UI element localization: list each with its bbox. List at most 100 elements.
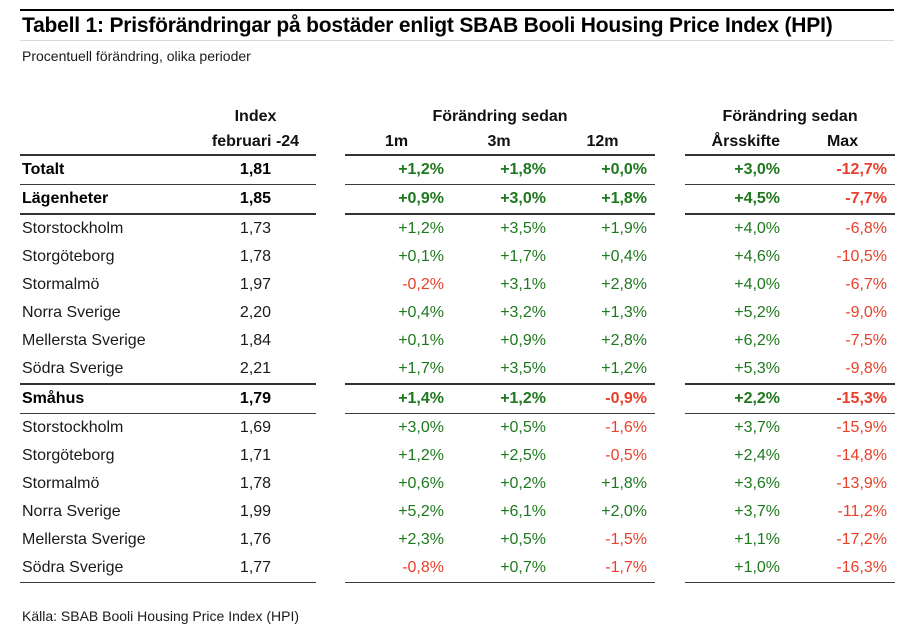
row-label: Mellersta Sverige: [22, 332, 146, 349]
column-gap: [655, 185, 685, 215]
change-12m-value: -1,6%: [605, 419, 648, 436]
change-3m-value: +3,5%: [500, 220, 546, 237]
change-12m-value: +0,0%: [550, 155, 656, 185]
column-gap: [655, 526, 685, 554]
column-gap: [655, 126, 685, 155]
header-1m: 1m: [345, 126, 448, 156]
change-max-value: -7,7%: [790, 184, 896, 215]
column-gap: [655, 299, 685, 327]
change-3m-value: +0,5%: [500, 419, 546, 436]
column-gap: [655, 470, 685, 498]
column-gap: [655, 100, 685, 126]
index-value: 1,69: [239, 419, 272, 436]
column-gap: [316, 470, 345, 498]
change-ytd-value: +6,2%: [734, 332, 781, 349]
column-gap: [655, 327, 685, 355]
row-label: Storgöteborg: [22, 248, 115, 265]
index-value: 1,97: [239, 276, 272, 293]
page-title: Tabell 1: Prisförändringar på bostäder e…: [22, 14, 833, 37]
header-12m: 12m: [550, 126, 656, 156]
index-value: 1,76: [239, 531, 272, 548]
column-gap: [316, 414, 345, 443]
index-value: 1,73: [239, 220, 272, 237]
change-3m-value: +0,5%: [500, 531, 546, 548]
change-ytd-value: +5,2%: [734, 304, 781, 321]
row-label: Södra Sverige: [20, 355, 195, 385]
row-label: Stormalmö: [22, 276, 100, 293]
change-12m-value: +1,8%: [550, 184, 656, 215]
table-row: Totalt 1,81 +1,2% +1,8% +0,0% +3,0% -12,…: [20, 155, 896, 185]
row-label: Storstockholm: [22, 419, 124, 436]
column-gap: [655, 554, 685, 583]
column-gap: [316, 214, 345, 243]
change-max-value: -11,2%: [837, 503, 888, 520]
header-max: Max: [790, 126, 896, 156]
column-gap: [316, 384, 345, 414]
change-3m-value: +6,1%: [500, 503, 546, 520]
column-gap: [655, 498, 685, 526]
column-gap: [316, 442, 345, 470]
change-12m-value: +1,8%: [601, 475, 648, 492]
change-ytd-value: +1,1%: [734, 531, 781, 548]
change-12m-value: +0,4%: [601, 248, 648, 265]
source-note: Källa: SBAB Booli Housing Price Index (H…: [22, 608, 300, 624]
header-row-columns: februari -24 1m 3m 12m Årsskifte Max: [20, 126, 896, 156]
change-1m-value: -0,8%: [345, 554, 448, 583]
change-ytd-value: +3,0%: [685, 155, 791, 185]
column-gap: [316, 271, 345, 299]
change-max-value: -15,9%: [836, 419, 888, 436]
table-row: Stormalmö 1,78 +0,6% +0,2% +1,8% +3,6% -…: [20, 470, 895, 498]
table-row: Småhus 1,79 +1,4% +1,2% -0,9% +2,2% -15,…: [20, 384, 896, 414]
row-label: Storstockholm: [22, 220, 124, 237]
change-3m-value: +1,2%: [448, 384, 550, 414]
change-max-value: -9,8%: [790, 355, 896, 385]
index-value: 1,77: [195, 554, 316, 583]
change-1m-value: +0,1%: [398, 332, 444, 349]
table-row: Stormalmö 1,97 -0,2% +3,1% +2,8% +4,0% -…: [20, 271, 895, 299]
index-value: 1,78: [239, 248, 272, 265]
table-header: Index Förändring sedan Förändring sedan …: [20, 100, 896, 156]
change-1m-value: +0,1%: [398, 248, 444, 265]
table-row: Södra Sverige 2,21 +1,7% +3,5% +1,2% +5,…: [20, 355, 896, 385]
change-ytd-value: +1,0%: [685, 554, 791, 583]
change-ytd-value: +3,6%: [734, 475, 781, 492]
header-row-groups: Index Förändring sedan Förändring sedan: [20, 100, 895, 126]
column-gap: [316, 526, 345, 554]
change-max-value: -16,3%: [790, 554, 896, 583]
top-rule: [20, 9, 894, 11]
page-subtitle: Procentuell förändring, olika perioder: [22, 48, 251, 64]
column-gap: [655, 384, 685, 414]
change-ytd-value: +4,0%: [734, 220, 781, 237]
change-ytd-value: +2,4%: [734, 447, 781, 464]
index-value: 2,20: [239, 304, 272, 321]
change-max-value: -6,7%: [845, 276, 888, 293]
change-max-value: -7,5%: [845, 332, 888, 349]
change-12m-value: +2,8%: [601, 276, 648, 293]
change-3m-value: +2,5%: [500, 447, 546, 464]
change-1m-value: +2,3%: [398, 531, 444, 548]
row-label: Södra Sverige: [20, 554, 195, 583]
change-1m-value: +5,2%: [398, 503, 444, 520]
column-gap: [316, 185, 345, 215]
index-value: 1,71: [239, 447, 272, 464]
change-max-value: -14,8%: [836, 447, 888, 464]
change-ytd-value: +4,6%: [734, 248, 781, 265]
header-index-line2: februari -24: [195, 126, 316, 156]
change-max-value: -9,0%: [845, 304, 888, 321]
index-value: 1,79: [195, 384, 316, 414]
change-ytd-value: +4,5%: [685, 184, 791, 215]
index-value: 1,84: [239, 332, 272, 349]
column-gap: [316, 126, 345, 155]
column-gap: [655, 271, 685, 299]
row-label: Norra Sverige: [22, 503, 121, 520]
column-gap: [316, 554, 345, 583]
change-max-value: -17,2%: [836, 531, 888, 548]
column-gap: [316, 100, 345, 126]
column-gap: [655, 243, 685, 271]
change-1m-value: +1,2%: [398, 220, 444, 237]
change-12m-value: -1,5%: [605, 531, 648, 548]
column-gap: [655, 442, 685, 470]
index-value: 1,99: [239, 503, 272, 520]
row-label: Storgöteborg: [22, 447, 115, 464]
